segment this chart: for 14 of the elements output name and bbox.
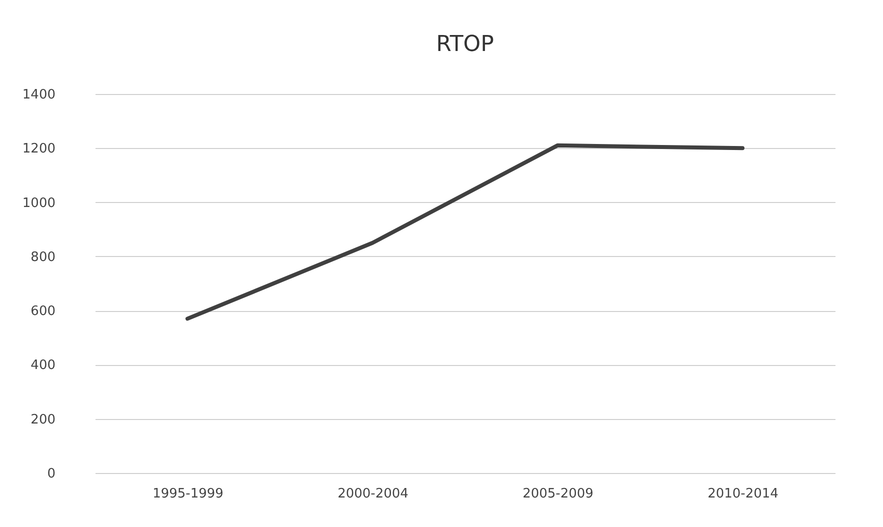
chart-title: RTOP bbox=[436, 32, 494, 57]
y-tick-label: 1000 bbox=[22, 196, 56, 211]
y-tick-label: 600 bbox=[30, 304, 56, 320]
x-tick-label: 2010-2014 bbox=[708, 486, 778, 502]
y-tick-label: 200 bbox=[30, 412, 56, 428]
y-tick-label: 800 bbox=[30, 250, 56, 265]
x-tick-label: 1995-1999 bbox=[152, 486, 224, 502]
x-tick-label: 2005-2009 bbox=[522, 486, 594, 502]
y-tick-label: 1400 bbox=[22, 88, 56, 102]
y-tick-label: 400 bbox=[30, 358, 56, 374]
y-tick-label: 0 bbox=[47, 466, 56, 482]
y-tick-label: 1200 bbox=[22, 142, 56, 157]
x-tick-label: 2000-2004 bbox=[338, 486, 408, 502]
line-series bbox=[186, 143, 744, 321]
